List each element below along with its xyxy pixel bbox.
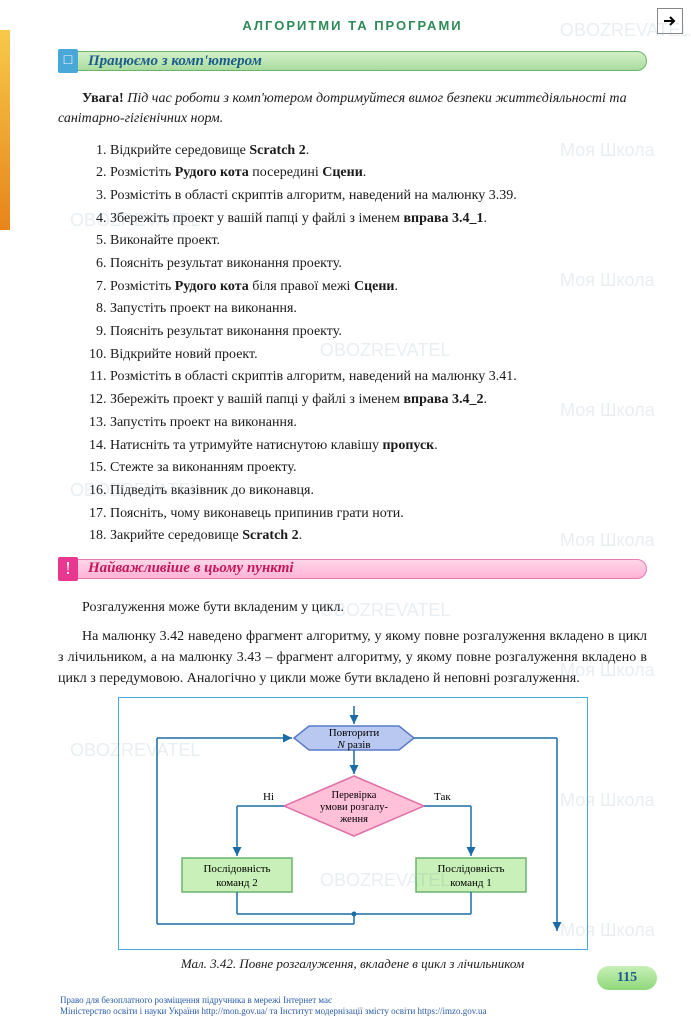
computer-icon: □ (58, 49, 78, 73)
step-item: Розмістіть Рудого кота біля правої межі … (110, 276, 647, 298)
svg-text:Послідовність: Послідовність (437, 863, 504, 875)
step-item: Натисніть та утримуйте натиснутою клавіш… (110, 435, 647, 457)
svg-text:Повторити: Повторити (328, 727, 379, 739)
page-content: АЛГОРИТМИ ТА ПРОГРАМИ □ Працюємо з комп'… (0, 0, 691, 982)
svg-text:умови розгалу-: умови розгалу- (320, 802, 388, 813)
exclamation-icon: ! (58, 557, 78, 581)
step-item: Поясніть результат виконання проекту. (110, 321, 647, 343)
step-item: Запустіть проект на виконання. (110, 298, 647, 320)
step-item: Збережіть проект у вашій папці у файлі з… (110, 389, 647, 411)
svg-text:команд 2: команд 2 (216, 877, 258, 889)
body-paragraph-1: Розгалуження може бути вкладеним у цикл. (58, 597, 647, 618)
footer-rights: Право для безоплатного розміщення підруч… (60, 995, 651, 1018)
body-paragraph-2: На малюнку 3.42 наведено фрагмент алгори… (58, 626, 647, 689)
step-item: Поясніть, чому виконавець припинив грати… (110, 503, 647, 525)
section-label: Найважливіше в цьому пункті (84, 560, 294, 577)
figure-caption: Мал. 3.42. Повне розгалуження, вкладене … (58, 956, 647, 972)
attention-word: Увага! (82, 91, 124, 106)
step-item: Розмістіть в області скриптів алгоритм, … (110, 366, 647, 388)
attention-paragraph: Увага! Під час роботи з комп'ютером дотр… (58, 89, 647, 130)
step-item: Стежте за виконанням проекту. (110, 457, 647, 479)
flowchart-svg: ПовторитиN разів Перевіркаумови розгалу-ж… (127, 706, 581, 936)
svg-text:Ні: Ні (263, 791, 274, 803)
step-item: Збережіть проект у вашій папці у файлі з… (110, 208, 647, 230)
step-item: Відкрийте середовище Scratch 2. (110, 140, 647, 162)
step-item: Запустіть проект на виконання. (110, 412, 647, 434)
svg-text:Послідовність: Послідовність (203, 863, 270, 875)
footer-line-1: Право для безоплатного розміщення підруч… (60, 995, 651, 1007)
step-item: Поясніть результат виконання проекту. (110, 253, 647, 275)
svg-text:N разів: N разів (336, 739, 370, 751)
step-item: Розмістіть в області скриптів алгоритм, … (110, 185, 647, 207)
svg-text:Так: Так (434, 791, 451, 803)
caption-text: Повне розгалуження, вкладене в цикл з лі… (236, 956, 524, 971)
chapter-title: АЛГОРИТМИ ТА ПРОГРАМИ (58, 18, 647, 33)
footer-line-2: Міністерство освіти і науки України http… (60, 1006, 651, 1018)
step-item: Закрийте середовище Scratch 2. (110, 525, 647, 547)
section-most-important: ! Найважливіше в цьому пункті (58, 555, 647, 583)
step-item: Виконайте проект. (110, 230, 647, 252)
step-item: Відкрийте новий проект. (110, 344, 647, 366)
flowchart-figure: ПовторитиN разів Перевіркаумови розгалу-ж… (118, 697, 588, 950)
caption-ref: Мал. 3.42. (181, 956, 236, 971)
section-label: Працюємо з комп'ютером (84, 53, 262, 70)
svg-text:команд 1: команд 1 (450, 877, 492, 889)
steps-list: Відкрийте середовище Scratch 2.Розмістіт… (88, 140, 647, 547)
step-item: Розмістіть Рудого кота посередині Сцени. (110, 162, 647, 184)
svg-text:Перевірка: Перевірка (331, 790, 376, 801)
section-working-with-computer: □ Працюємо з комп'ютером (58, 47, 647, 75)
step-item: Підведіть вказівник до виконавця. (110, 480, 647, 502)
svg-text:ження: ження (339, 814, 368, 825)
page-number: 115 (597, 966, 657, 990)
attention-text: Під час роботи з комп'ютером дотримуйтес… (58, 91, 627, 126)
